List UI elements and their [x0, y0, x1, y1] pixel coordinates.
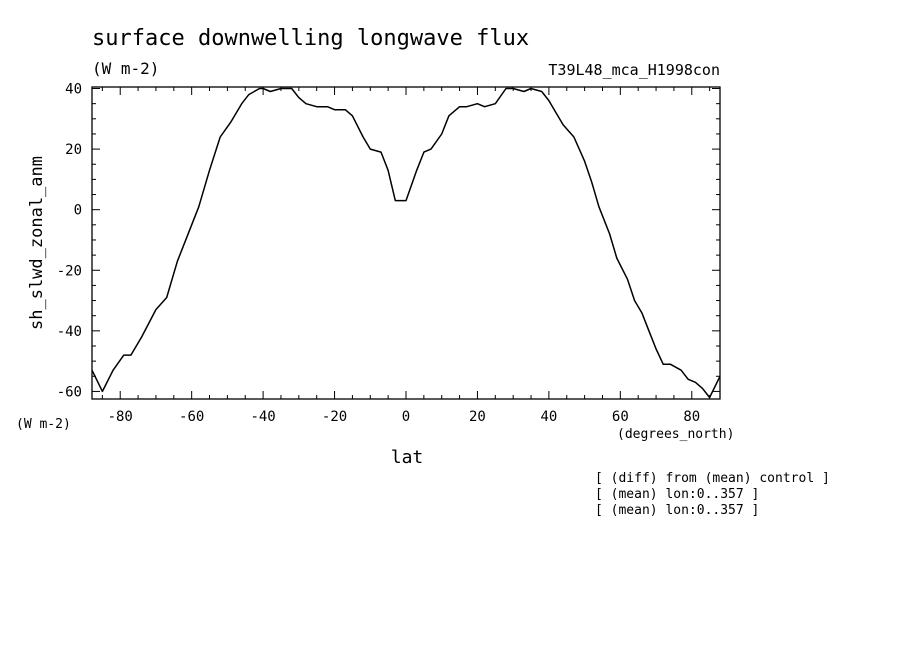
- series-layer: [91, 87, 721, 399]
- y-tick-label: -60: [57, 384, 82, 400]
- chart-title: surface downwelling longwave flux: [92, 26, 529, 51]
- x-tick-label: -20: [322, 409, 347, 425]
- y-tick-label: 20: [65, 142, 82, 158]
- x-tick-label: 60: [612, 409, 629, 425]
- annotation-mean-lon-1: [ (mean) lon:0..357 ]: [595, 487, 759, 502]
- x-tick-label: 20: [469, 409, 486, 425]
- x-tick-label: -80: [108, 409, 133, 425]
- y-tick-label: -20: [57, 263, 82, 279]
- experiment-label: T39L48_mca_H1998con: [548, 61, 720, 79]
- annotation-mean-lon-2: [ (mean) lon:0..357 ]: [595, 503, 759, 518]
- y-axis-label: sh_slwd_zonal_anm: [27, 156, 47, 330]
- x-axis-units: (degrees_north): [617, 427, 734, 442]
- chart-subtitle: (W m-2): [92, 59, 159, 78]
- x-tick-label: 40: [540, 409, 557, 425]
- series-line: [91, 87, 721, 399]
- x-tick-label: 80: [683, 409, 700, 425]
- x-tick-label: -40: [250, 409, 275, 425]
- x-tick-label: -60: [179, 409, 204, 425]
- x-tick-label: 0: [402, 409, 410, 425]
- y-axis-units: (W m-2): [16, 417, 71, 432]
- plot-frame: [91, 86, 721, 400]
- y-axis: -60 -40 -20 0 20 40: [57, 82, 720, 400]
- annotation-diff: [ (diff) from (mean) control ]: [595, 471, 830, 486]
- y-tick-label: 40: [65, 82, 82, 98]
- y-tick-label: -40: [57, 324, 82, 340]
- x-axis-label: lat: [391, 447, 424, 468]
- x-axis: -80 -60 -40 -20 0 20 40 60 80: [101, 87, 711, 425]
- y-tick-label: 0: [74, 203, 82, 219]
